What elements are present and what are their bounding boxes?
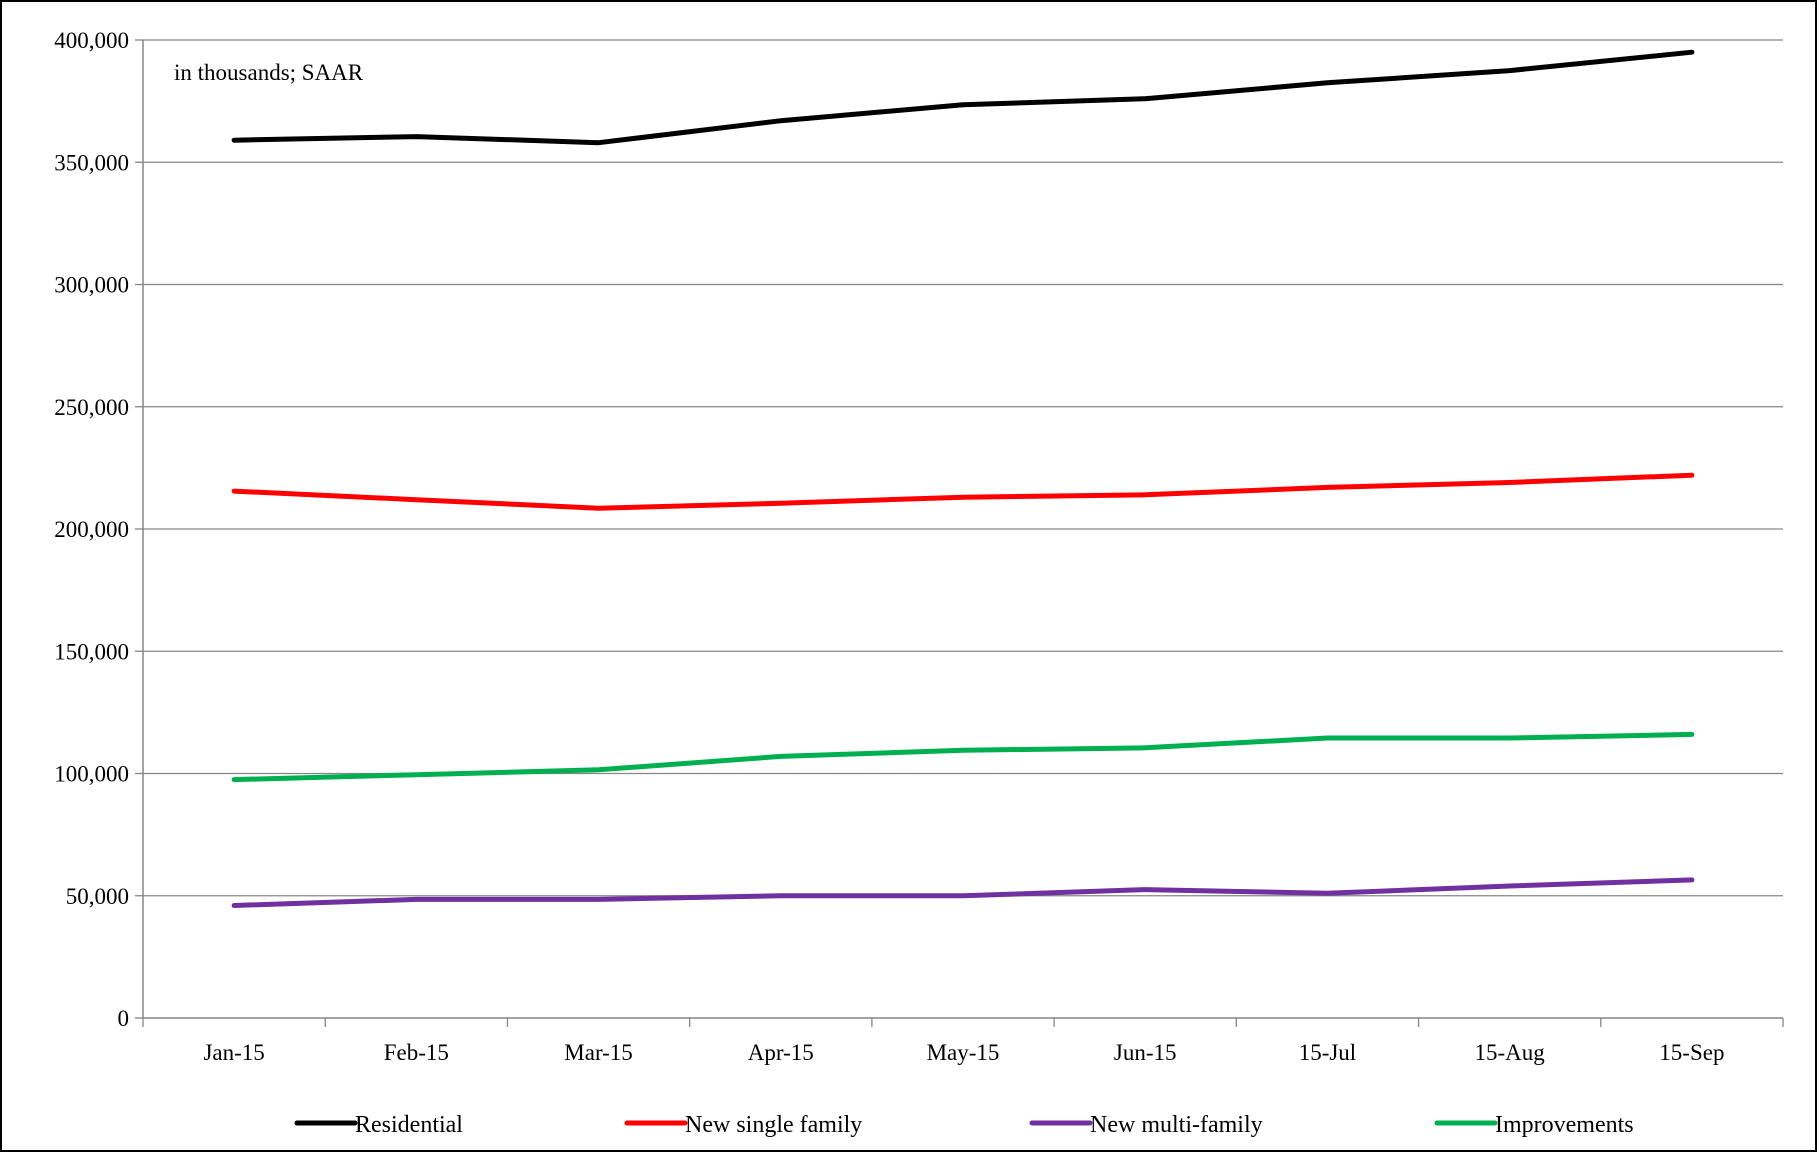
y-tick-label: 250,000 [54,395,129,420]
y-tick-label: 400,000 [54,28,129,53]
series-line-improvements [231,731,1695,783]
x-tick-label: 15-Sep [1659,1040,1724,1065]
x-tick-label: Apr-15 [748,1040,814,1065]
x-axis-tick-labels: Jan-15 Feb-15 Mar-15 Apr-15 May-15 Jun-15 15-J… [203,1040,1724,1065]
y-tick-label: 350,000 [54,150,129,175]
series-lines [231,49,1695,908]
axes [135,39,1784,1027]
x-tick-label: Feb-15 [384,1040,449,1065]
y-tick-label: 50,000 [66,884,129,909]
y-tick-label: 300,000 [54,273,129,298]
series-line-new-multi-family [231,877,1695,908]
y-tick-label: 100,000 [54,762,129,787]
legend-label-improvements: Improvements [1495,1112,1634,1138]
x-tick-label: Jun-15 [1114,1040,1177,1065]
x-tick-label: 15-Jul [1299,1040,1357,1065]
series-line-new-single-family [231,472,1695,511]
units-annotation: in thousands; SAAR [174,60,364,85]
x-tick-label: Jan-15 [203,1040,264,1065]
legend-label-new-single-family: New single family [685,1112,862,1138]
legend: Residential New single family New multi-fa… [294,1112,1634,1138]
y-tick-label: 200,000 [54,517,129,542]
y-tick-label: 0 [118,1006,130,1031]
series-line-residential [231,49,1695,146]
x-tick-label: May-15 [927,1040,1000,1065]
x-tick-label: Mar-15 [564,1040,633,1065]
legend-label-new-multi-family: New multi-family [1090,1112,1263,1138]
y-axis-tick-labels: 0 50,000 100,000 150,000 200,000 250,000 300,0… [54,28,129,1031]
legend-label-residential: Residential [355,1112,463,1138]
grid-lines [143,39,1783,897]
y-tick-label: 150,000 [54,639,129,664]
x-tick-label: 15-Aug [1475,1040,1546,1065]
